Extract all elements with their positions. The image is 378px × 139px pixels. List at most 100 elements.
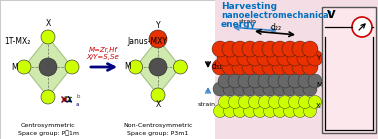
Circle shape — [252, 59, 268, 75]
Circle shape — [237, 50, 253, 66]
Text: strain: strain — [198, 102, 216, 107]
Circle shape — [253, 82, 267, 96]
FancyBboxPatch shape — [215, 0, 378, 139]
Text: M: M — [12, 63, 18, 71]
Circle shape — [174, 60, 187, 74]
Text: Space group: P㌄1m: Space group: P㌄1m — [17, 130, 79, 136]
Text: M: M — [316, 82, 322, 88]
Circle shape — [268, 95, 282, 109]
Circle shape — [41, 30, 55, 44]
Text: Space group: P3m1: Space group: P3m1 — [127, 131, 189, 136]
Text: 1T-MX₂: 1T-MX₂ — [4, 37, 30, 45]
Text: Non-Centrosymmetric: Non-Centrosymmetric — [123, 123, 193, 128]
Circle shape — [228, 95, 242, 109]
Circle shape — [129, 60, 143, 74]
FancyBboxPatch shape — [322, 7, 376, 133]
Circle shape — [218, 74, 232, 88]
Circle shape — [149, 30, 167, 48]
Circle shape — [279, 95, 291, 109]
Text: X: X — [316, 103, 321, 109]
Circle shape — [238, 74, 252, 88]
Circle shape — [248, 74, 262, 88]
Text: strain: strain — [239, 19, 257, 24]
Circle shape — [259, 95, 271, 109]
Circle shape — [282, 59, 298, 75]
Text: Y: Y — [316, 55, 320, 61]
Circle shape — [292, 41, 308, 57]
Circle shape — [288, 95, 302, 109]
Circle shape — [248, 95, 262, 109]
Text: b: b — [76, 94, 79, 99]
Circle shape — [287, 50, 303, 66]
Circle shape — [214, 105, 226, 117]
Circle shape — [252, 41, 268, 57]
Circle shape — [302, 41, 318, 57]
Circle shape — [268, 74, 282, 88]
Circle shape — [352, 17, 372, 37]
Circle shape — [307, 50, 323, 66]
Circle shape — [297, 50, 313, 66]
Circle shape — [292, 59, 308, 75]
Circle shape — [17, 60, 31, 74]
Circle shape — [243, 105, 257, 117]
Circle shape — [262, 59, 278, 75]
Circle shape — [65, 60, 79, 74]
Text: Centrosymmetric: Centrosymmetric — [21, 123, 75, 128]
Circle shape — [304, 105, 316, 117]
Circle shape — [222, 41, 238, 57]
Circle shape — [227, 50, 243, 66]
Circle shape — [242, 41, 258, 57]
Circle shape — [308, 95, 322, 109]
Circle shape — [218, 95, 231, 109]
Circle shape — [151, 88, 165, 102]
Circle shape — [243, 82, 257, 96]
Circle shape — [257, 50, 273, 66]
Circle shape — [223, 105, 237, 117]
Circle shape — [254, 105, 266, 117]
Circle shape — [274, 105, 287, 117]
Text: Y: Y — [156, 21, 160, 30]
Circle shape — [217, 50, 233, 66]
Circle shape — [288, 74, 302, 88]
Circle shape — [234, 105, 246, 117]
Text: energy: energy — [221, 20, 257, 29]
Text: Janus-MXY: Janus-MXY — [127, 37, 167, 45]
Circle shape — [284, 105, 296, 117]
Circle shape — [232, 41, 248, 57]
Circle shape — [267, 50, 283, 66]
Circle shape — [247, 50, 263, 66]
Text: d₃₁: d₃₁ — [212, 61, 223, 70]
Circle shape — [293, 105, 307, 117]
Circle shape — [212, 41, 228, 57]
Circle shape — [277, 50, 293, 66]
Text: d₂₂: d₂₂ — [270, 23, 282, 32]
Circle shape — [272, 59, 288, 75]
Circle shape — [222, 59, 238, 75]
Circle shape — [213, 82, 227, 96]
Circle shape — [242, 59, 258, 75]
Circle shape — [212, 59, 228, 75]
Circle shape — [298, 74, 312, 88]
Text: Harvesting: Harvesting — [221, 2, 277, 11]
Circle shape — [303, 82, 317, 96]
Circle shape — [302, 59, 318, 75]
FancyBboxPatch shape — [0, 0, 215, 139]
Circle shape — [272, 41, 288, 57]
Circle shape — [263, 82, 277, 96]
Text: a: a — [76, 101, 79, 106]
Circle shape — [273, 82, 287, 96]
Text: M=Zr,Hf
X/Y=S,Se: M=Zr,Hf X/Y=S,Se — [87, 47, 119, 59]
Circle shape — [278, 74, 292, 88]
Text: V: V — [327, 10, 336, 20]
Circle shape — [39, 58, 57, 76]
Polygon shape — [24, 37, 72, 97]
Circle shape — [149, 58, 167, 76]
Circle shape — [232, 59, 248, 75]
Circle shape — [263, 105, 276, 117]
Circle shape — [282, 41, 298, 57]
Text: X: X — [45, 19, 51, 28]
Circle shape — [239, 95, 251, 109]
Circle shape — [223, 82, 237, 96]
Circle shape — [258, 74, 272, 88]
Circle shape — [41, 90, 55, 104]
